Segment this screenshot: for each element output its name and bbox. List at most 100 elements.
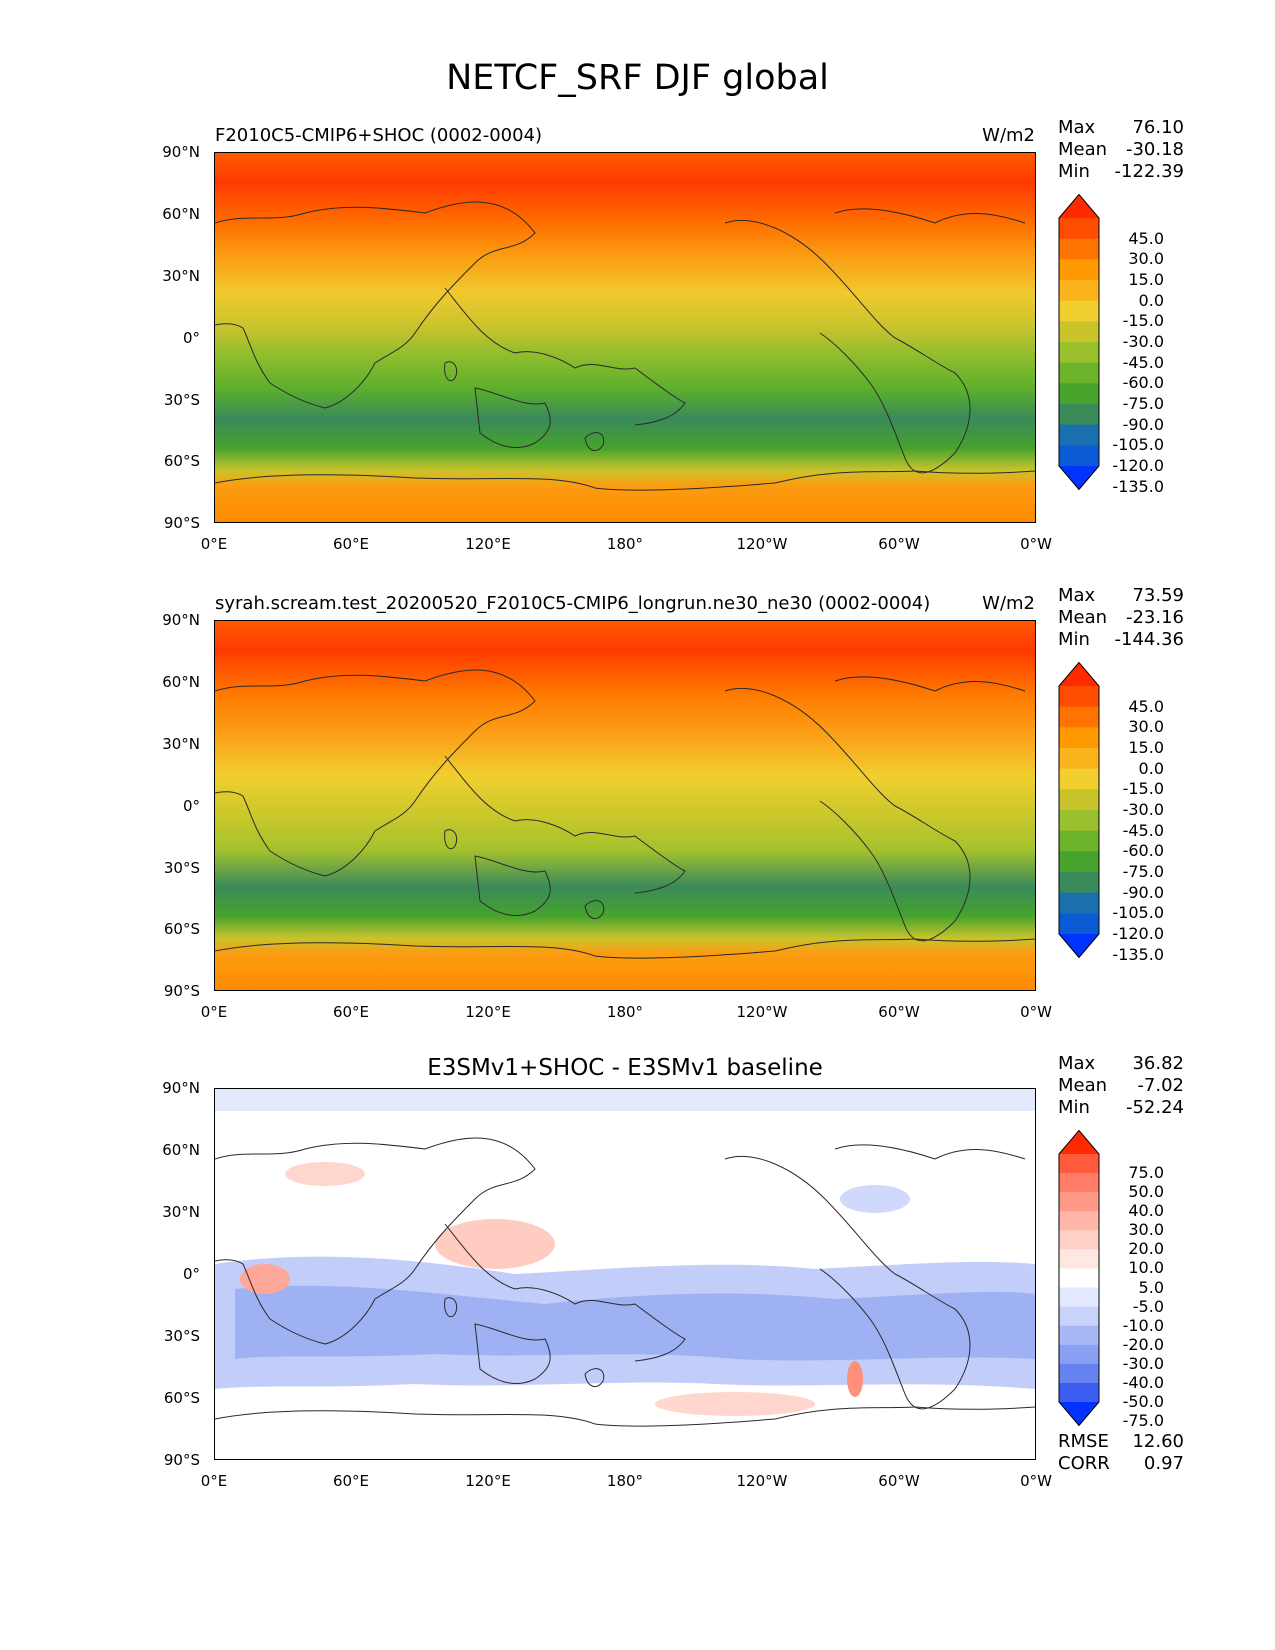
colorbar-segment — [1059, 706, 1099, 728]
panel-3-ytick: 0° — [182, 1265, 200, 1283]
panel-2-max-label: Max — [1058, 585, 1096, 606]
panel-1-units: W/m2 — [982, 125, 1035, 146]
colorbar-tick-label: -15.0 — [1122, 311, 1164, 331]
colorbar-tick-label: -90.0 — [1122, 414, 1164, 434]
colorbar-segment — [1059, 424, 1099, 446]
colorbar-segment — [1059, 280, 1099, 302]
colorbar-segment — [1059, 238, 1099, 260]
colorbar-tick-label: 15.0 — [1128, 738, 1164, 757]
panel-3-ytick: 90°N — [162, 1079, 200, 1097]
colorbar-tick-label: 15.0 — [1128, 270, 1164, 289]
colorbar-tick-label: -75.0 — [1122, 862, 1164, 881]
panel-1-mean-label: Mean — [1058, 139, 1108, 160]
colorbar-extend-top — [1059, 662, 1099, 686]
colorbar-tick-label: -60.0 — [1122, 841, 1164, 861]
colorbar-segment — [1059, 1173, 1099, 1193]
colorbar-tick-label: -90.0 — [1122, 882, 1164, 902]
colorbar-segment — [1059, 445, 1099, 467]
colorbar-extend-top — [1059, 194, 1099, 218]
panel-2-ytick: 30°S — [163, 859, 200, 877]
colorbar-tick-label: -30.0 — [1122, 800, 1164, 819]
colorbar-tick-label: 0.0 — [1138, 290, 1164, 310]
colorbar-segment — [1059, 1230, 1099, 1250]
colorbar-segment — [1059, 1363, 1099, 1384]
colorbar-segment — [1059, 218, 1099, 240]
colorbar-extend-bottom — [1059, 934, 1099, 958]
colorbar-tick-label: -105.0 — [1112, 903, 1164, 923]
colorbar-segment — [1059, 810, 1099, 832]
panel-1-xtick: 0°E — [200, 535, 228, 553]
colorbar-segment — [1059, 686, 1099, 708]
colorbar-tick-label: -75.0 — [1122, 1411, 1164, 1431]
colorbar-tick-label: -45.0 — [1122, 820, 1164, 840]
colorbar-tick-label: -5.0 — [1132, 1296, 1164, 1316]
panel-2-ytick: 90°N — [162, 611, 200, 629]
panel-2-title: syrah.scream.test_20200520_F2010C5-CMIP6… — [215, 593, 931, 614]
colorbar-tick-label: 50.0 — [1128, 1182, 1164, 1202]
panel-2-ytick: 30°N — [162, 735, 200, 753]
colorbar-tick-label: -75.0 — [1122, 394, 1164, 413]
panel-3-mean-value: -7.02 — [1137, 1075, 1184, 1096]
colorbar-tick-label: 30.0 — [1128, 1220, 1164, 1240]
panel-2-min-label: Min — [1058, 629, 1090, 650]
colorbar-tick-label: -15.0 — [1122, 779, 1164, 799]
panel-3-xtick: 0°W — [1020, 1472, 1052, 1490]
colorbar-segment — [1059, 727, 1099, 749]
colorbar-tick-label: -135.0 — [1112, 476, 1164, 496]
panel-2-ytick: 60°S — [163, 920, 200, 938]
panel-1-ytick: 30°N — [162, 267, 200, 285]
panel-3-min-value: -52.24 — [1125, 1097, 1184, 1118]
colorbar-tick-label: -135.0 — [1112, 944, 1164, 964]
panel-2-min-value: -144.36 — [1114, 629, 1184, 650]
panel-2-xtick: 60°W — [878, 1003, 920, 1021]
colorbar-segment — [1059, 1192, 1099, 1212]
panel-3-title: E3SMv1+SHOC - E3SMv1 baseline — [427, 1055, 823, 1081]
colorbar-segment — [1059, 872, 1099, 894]
panel-3-map — [214, 1088, 1036, 1460]
panel-1-min-value: -122.39 — [1114, 161, 1184, 182]
panel-1-xtick: 60°W — [878, 535, 920, 553]
colorbar-segment — [1059, 1154, 1099, 1174]
panel-3-rmse-label: RMSE — [1058, 1431, 1109, 1452]
figure-title: NETCF_SRF DJF global — [446, 58, 829, 98]
colorbar-tick-label: -50.0 — [1122, 1392, 1164, 1411]
panel-3-xtick: 60°W — [878, 1472, 920, 1490]
colorbar-tick-label: 30.0 — [1128, 249, 1164, 269]
colorbar-tick-label: -105.0 — [1112, 435, 1164, 455]
colorbar-segment — [1059, 830, 1099, 852]
panel-3-ytick: 30°S — [163, 1327, 200, 1345]
panel-2-ytick: 0° — [182, 797, 200, 815]
colorbar-segment — [1059, 748, 1099, 770]
colorbar-tick-label: -40.0 — [1122, 1372, 1164, 1392]
colorbar-segment — [1059, 789, 1099, 811]
colorbar-extend-bottom — [1059, 466, 1099, 490]
colorbar-outline — [1058, 662, 1100, 958]
panel-1-mean-value: -30.18 — [1125, 139, 1184, 160]
colorbar-segment — [1059, 342, 1099, 364]
panel-2-units: W/m2 — [982, 593, 1035, 614]
colorbar-tick-label: 45.0 — [1128, 696, 1164, 716]
panel-2-mean-value: -23.16 — [1125, 607, 1184, 628]
panel-3-ytick: 60°S — [163, 1389, 200, 1407]
panel-3-rmse-value: 12.60 — [1132, 1431, 1184, 1452]
panel-1-xtick: 120°W — [736, 535, 788, 553]
panel-1-ytick: 0° — [182, 329, 200, 347]
colorbar-segment — [1059, 321, 1099, 343]
colorbar-tick-label: -10.0 — [1122, 1315, 1164, 1335]
panel-1-max-value: 76.10 — [1132, 117, 1184, 138]
colorbar-tick-label: 10.0 — [1128, 1258, 1164, 1278]
panel-1-map — [214, 152, 1036, 523]
panel-2-colorbar — [1058, 662, 1100, 958]
colorbar-tick-label: 75.0 — [1128, 1163, 1164, 1183]
colorbar-segment — [1059, 1211, 1099, 1231]
colorbar-segment — [1059, 892, 1099, 914]
colorbar-segment — [1059, 913, 1099, 935]
panel-1-ytick: 60°S — [163, 452, 200, 470]
panel-2-xtick: 60°E — [332, 1003, 370, 1021]
panel-2-xtick: 0°E — [200, 1003, 228, 1021]
panel-2-mean-label: Mean — [1058, 607, 1108, 628]
colorbar-segment — [1059, 1249, 1099, 1269]
colorbar-segment — [1059, 1382, 1099, 1403]
panel-2-max-value: 73.59 — [1132, 585, 1184, 606]
colorbar-tick-label: -120.0 — [1112, 456, 1164, 475]
